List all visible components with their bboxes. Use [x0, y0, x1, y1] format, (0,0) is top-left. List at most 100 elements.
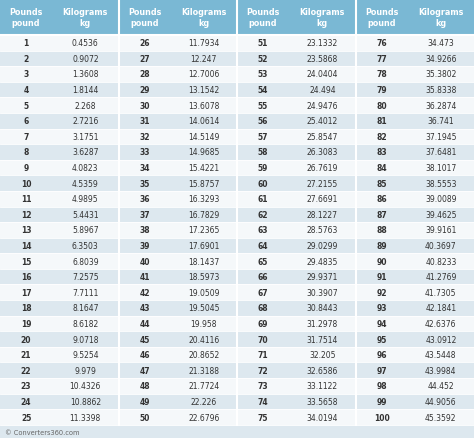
Text: 32.6586: 32.6586: [307, 366, 338, 375]
Text: 4.5359: 4.5359: [72, 179, 99, 188]
Text: 44: 44: [139, 319, 150, 328]
Text: 27: 27: [139, 55, 150, 64]
Text: 94: 94: [376, 319, 387, 328]
Text: 48: 48: [139, 381, 150, 390]
Text: 7: 7: [23, 133, 29, 141]
Text: Pounds
pound: Pounds pound: [365, 8, 398, 28]
Text: 33: 33: [139, 148, 150, 157]
Text: 44.9056: 44.9056: [425, 397, 456, 406]
Text: 82: 82: [376, 133, 387, 141]
Text: 31.7514: 31.7514: [307, 335, 338, 344]
Text: 46: 46: [139, 350, 150, 359]
Text: 9.0718: 9.0718: [72, 335, 99, 344]
Text: 34.9266: 34.9266: [425, 55, 456, 64]
Bar: [0, 36, 474, 52]
Text: 37: 37: [139, 210, 150, 219]
Text: 63: 63: [258, 226, 268, 235]
Text: 9: 9: [23, 164, 29, 173]
Text: 64: 64: [258, 241, 268, 251]
Text: 31.2978: 31.2978: [307, 319, 338, 328]
Text: 32.205: 32.205: [309, 350, 336, 359]
Text: 53: 53: [258, 71, 268, 79]
Text: 76: 76: [376, 39, 387, 48]
Text: 5.4431: 5.4431: [72, 210, 99, 219]
Text: 89: 89: [376, 241, 387, 251]
Text: 3: 3: [23, 71, 29, 79]
Text: 71: 71: [258, 350, 268, 359]
Text: 22: 22: [21, 366, 31, 375]
Text: 16.3293: 16.3293: [188, 195, 219, 204]
Text: 51: 51: [258, 39, 268, 48]
Text: 37.6481: 37.6481: [425, 148, 456, 157]
Text: 93: 93: [376, 304, 387, 313]
Text: 8: 8: [23, 148, 29, 157]
Text: 74: 74: [258, 397, 268, 406]
Text: 83: 83: [376, 148, 387, 157]
Text: 1: 1: [23, 39, 29, 48]
Text: 8.6182: 8.6182: [72, 319, 99, 328]
Text: 97: 97: [376, 366, 387, 375]
Text: 28.5763: 28.5763: [307, 226, 338, 235]
Text: 92: 92: [376, 288, 387, 297]
Text: 91: 91: [376, 272, 387, 282]
Text: 69: 69: [258, 319, 268, 328]
Bar: [0, 145, 474, 160]
Bar: [0, 67, 474, 83]
Text: 14.9685: 14.9685: [188, 148, 219, 157]
Text: 30.3907: 30.3907: [307, 288, 338, 297]
Text: 20: 20: [21, 335, 31, 344]
Text: 19.958: 19.958: [191, 319, 217, 328]
Text: Pounds
pound: Pounds pound: [246, 8, 280, 28]
Text: 30: 30: [139, 102, 150, 110]
Text: 96: 96: [376, 350, 387, 359]
Text: 29: 29: [139, 86, 150, 95]
Text: 19.5045: 19.5045: [188, 304, 219, 313]
Text: 38.5553: 38.5553: [425, 179, 456, 188]
Text: 90: 90: [376, 257, 387, 266]
Text: 25.8547: 25.8547: [307, 133, 338, 141]
Text: 16.7829: 16.7829: [188, 210, 219, 219]
Text: 42: 42: [139, 288, 150, 297]
Text: 58: 58: [258, 148, 268, 157]
Text: 7.7111: 7.7111: [72, 288, 99, 297]
Text: 17.6901: 17.6901: [188, 241, 219, 251]
Bar: [0, 223, 474, 238]
Text: 45.3592: 45.3592: [425, 413, 456, 421]
Text: 38.1017: 38.1017: [425, 164, 456, 173]
Text: 85: 85: [376, 179, 387, 188]
Text: 54: 54: [258, 86, 268, 95]
Text: 22.6796: 22.6796: [188, 413, 219, 421]
Text: 22.226: 22.226: [191, 397, 217, 406]
Bar: [0, 160, 474, 176]
Text: 33.5658: 33.5658: [307, 397, 338, 406]
Text: 9.5254: 9.5254: [72, 350, 99, 359]
Text: 13.1542: 13.1542: [188, 86, 219, 95]
Text: 0.9072: 0.9072: [72, 55, 99, 64]
Bar: [0, 394, 474, 409]
Text: 25.4012: 25.4012: [307, 117, 338, 126]
Text: 35.3802: 35.3802: [425, 71, 456, 79]
Text: 23.5868: 23.5868: [307, 55, 338, 64]
Text: 26: 26: [139, 39, 150, 48]
Text: 28.1227: 28.1227: [307, 210, 338, 219]
Text: 35.8338: 35.8338: [425, 86, 456, 95]
Text: 27.6691: 27.6691: [307, 195, 338, 204]
Bar: [0, 316, 474, 332]
Text: 29.0299: 29.0299: [307, 241, 338, 251]
Text: 43.0912: 43.0912: [425, 335, 456, 344]
Text: 43: 43: [139, 304, 150, 313]
Text: 3.1751: 3.1751: [72, 133, 99, 141]
Text: 24: 24: [21, 397, 31, 406]
Text: 84: 84: [376, 164, 387, 173]
Text: 86: 86: [376, 195, 387, 204]
Text: 14: 14: [21, 241, 31, 251]
Text: 39.9161: 39.9161: [425, 226, 456, 235]
Bar: [0, 83, 474, 98]
Text: 66: 66: [258, 272, 268, 282]
Text: 39.0089: 39.0089: [425, 195, 456, 204]
Text: 34: 34: [139, 164, 150, 173]
Text: 34.473: 34.473: [428, 39, 454, 48]
Bar: [0, 98, 474, 114]
Text: 15.4221: 15.4221: [188, 164, 219, 173]
Text: 45: 45: [139, 335, 150, 344]
